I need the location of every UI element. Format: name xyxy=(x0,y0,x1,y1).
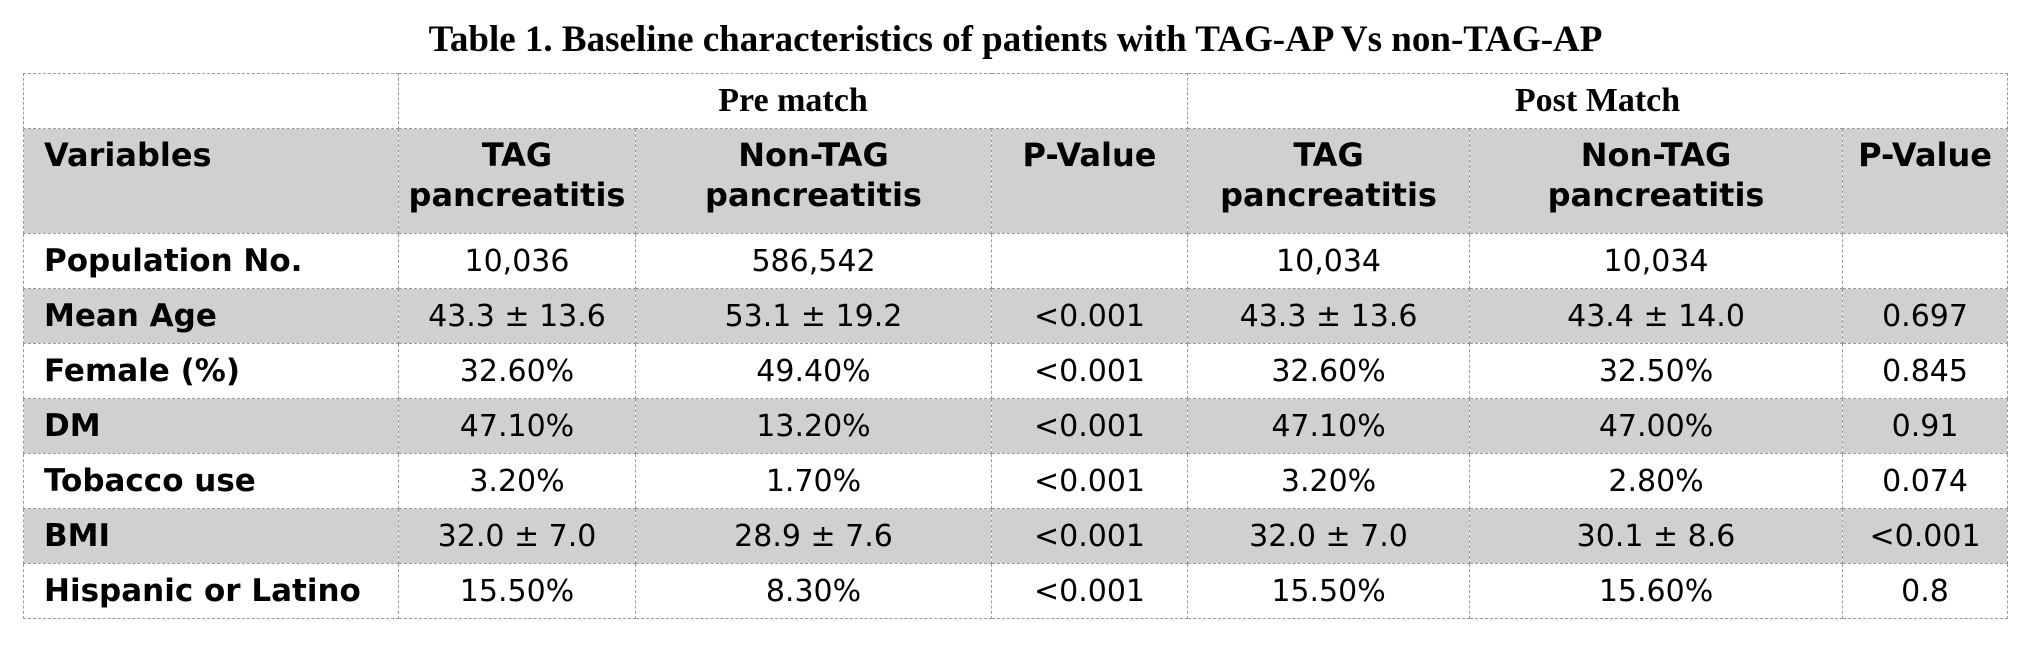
variable-cell: Tobacco use xyxy=(23,453,399,509)
post-tag-cell: 47.10% xyxy=(1187,398,1471,454)
post-tag-cell: 32.60% xyxy=(1187,343,1471,399)
post-non-tag-cell: 2.80% xyxy=(1469,453,1844,509)
table-row: Female (%) 32.60% 49.40% <0.001 32.60% 32.50%… xyxy=(23,343,2009,399)
header-pre-tag: TAG pancreatitis xyxy=(398,128,636,234)
post-tag-cell: 10,034 xyxy=(1187,233,1471,289)
post-non-tag-cell: 15.60% xyxy=(1469,563,1844,619)
pre-tag-cell: 47.10% xyxy=(398,398,636,454)
variable-cell: Hispanic or Latino xyxy=(23,563,399,619)
pre-non-tag-cell: 49.40% xyxy=(635,343,992,399)
pre-non-tag-cell: 13.20% xyxy=(635,398,992,454)
post-non-tag-cell: 43.4 ± 14.0 xyxy=(1469,288,1844,344)
pre-tag-cell: 43.3 ± 13.6 xyxy=(398,288,636,344)
table-title: Table 1. Baseline characteristics of pat… xyxy=(428,19,1603,60)
pre-tag-cell: 10,036 xyxy=(398,233,636,289)
pre-tag-cell: 32.60% xyxy=(398,343,636,399)
post-p-value-cell: 0.074 xyxy=(1842,453,2009,509)
post-tag-cell: 15.50% xyxy=(1187,563,1471,619)
variable-cell: BMI xyxy=(23,508,399,564)
table-row: DM 47.10% 13.20% <0.001 47.10% 47.00% 0.91 xyxy=(23,398,2009,454)
table-row: Mean Age 43.3 ± 13.6 53.1 ± 19.2 <0.001 43.3… xyxy=(23,288,2009,344)
post-tag-cell: 3.20% xyxy=(1187,453,1471,509)
post-non-tag-cell: 32.50% xyxy=(1469,343,1844,399)
empty-corner-cell xyxy=(23,73,399,129)
group-pre-match: Pre match xyxy=(397,73,1189,129)
pre-non-tag-cell: 8.30% xyxy=(635,563,992,619)
post-p-value-cell xyxy=(1842,233,2009,289)
table-row: BMI 32.0 ± 7.0 28.9 ± 7.6 <0.001 32.0 ± 7.0 3… xyxy=(23,508,2009,564)
post-non-tag-cell: 10,034 xyxy=(1469,233,1844,289)
header-pre-non-tag: Non-TAG pancreatitis xyxy=(635,128,992,234)
baseline-characteristics-table: Pre match Post Match Variables TAG pancr… xyxy=(23,73,2009,619)
post-p-value-cell: 0.845 xyxy=(1842,343,2009,399)
post-p-value-cell: 0.91 xyxy=(1842,398,2009,454)
pre-p-value-cell: <0.001 xyxy=(990,508,1189,564)
pre-p-value-cell: <0.001 xyxy=(990,398,1189,454)
table-row: Tobacco use 3.20% 1.70% <0.001 3.20% 2.80% 0.0… xyxy=(23,453,2009,509)
pre-non-tag-cell: 28.9 ± 7.6 xyxy=(635,508,992,564)
pre-tag-cell: 15.50% xyxy=(398,563,636,619)
pre-tag-cell: 3.20% xyxy=(398,453,636,509)
variable-cell: Female (%) xyxy=(23,343,399,399)
pre-p-value-cell: <0.001 xyxy=(990,288,1189,344)
post-tag-cell: 32.0 ± 7.0 xyxy=(1187,508,1471,564)
pre-p-value-cell: <0.001 xyxy=(990,563,1189,619)
header-variables: Variables xyxy=(23,128,399,234)
post-non-tag-cell: 30.1 ± 8.6 xyxy=(1469,508,1844,564)
pre-non-tag-cell: 53.1 ± 19.2 xyxy=(635,288,992,344)
variable-cell: Mean Age xyxy=(23,288,399,344)
variable-cell: DM xyxy=(23,398,399,454)
pre-tag-cell: 32.0 ± 7.0 xyxy=(398,508,636,564)
column-header-row: Variables TAG pancreatitis Non-TAG pancr… xyxy=(23,128,2009,234)
header-post-p-value: P-Value xyxy=(1842,128,2009,234)
table-row: Hispanic or Latino 15.50% 8.30% <0.001 15.50… xyxy=(23,563,2009,619)
header-pre-p-value: P-Value xyxy=(990,128,1189,234)
variable-cell: Population No. xyxy=(23,233,399,289)
pre-non-tag-cell: 586,542 xyxy=(635,233,992,289)
header-post-tag: TAG pancreatitis xyxy=(1187,128,1471,234)
post-p-value-cell: <0.001 xyxy=(1842,508,2009,564)
post-tag-cell: 43.3 ± 13.6 xyxy=(1187,288,1471,344)
pre-p-value-cell xyxy=(990,233,1189,289)
table-row: Population No. 10,036 586,542 10,034 10,034 xyxy=(23,233,2009,289)
group-post-match: Post Match xyxy=(1187,73,2009,129)
header-post-non-tag: Non-TAG pancreatitis xyxy=(1469,128,1844,234)
pre-p-value-cell: <0.001 xyxy=(990,343,1189,399)
post-p-value-cell: 0.8 xyxy=(1842,563,2009,619)
pre-non-tag-cell: 1.70% xyxy=(635,453,992,509)
pre-p-value-cell: <0.001 xyxy=(990,453,1189,509)
post-non-tag-cell: 47.00% xyxy=(1469,398,1844,454)
group-header-row: Pre match Post Match xyxy=(23,73,2009,129)
post-p-value-cell: 0.697 xyxy=(1842,288,2009,344)
